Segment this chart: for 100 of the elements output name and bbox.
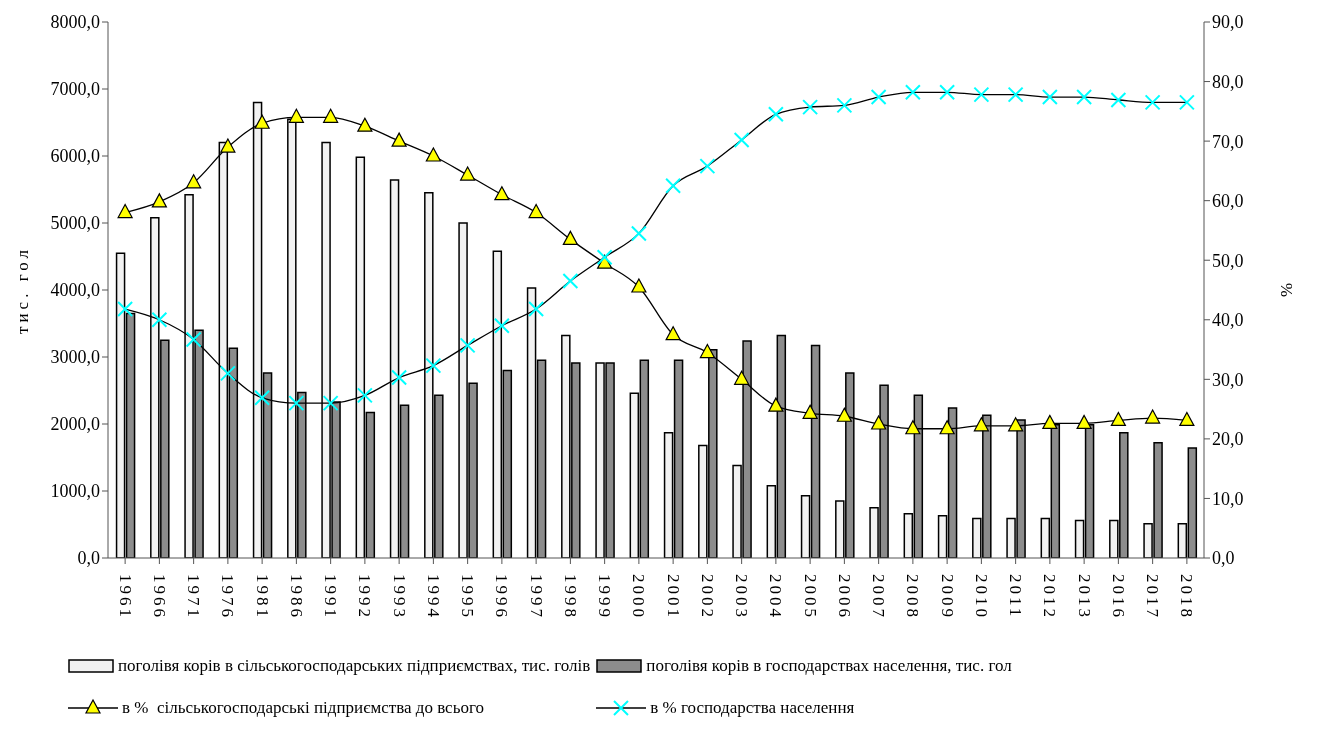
legend-label: поголівя корів в господарствах населення, тис. гол	[646, 656, 1012, 676]
x-tick-label: 1991	[321, 574, 341, 620]
y-tick-label: 2000,0	[50, 414, 100, 435]
point	[1144, 94, 1161, 111]
x-tick-label: 1966	[149, 574, 169, 620]
point	[939, 84, 956, 101]
x-tick-label: 2002	[697, 574, 717, 620]
x-tick-label: 2011	[1006, 574, 1026, 620]
point	[254, 114, 270, 129]
point	[1110, 92, 1127, 109]
point	[871, 415, 887, 430]
point	[356, 387, 373, 404]
point	[1145, 409, 1161, 424]
point	[939, 420, 955, 435]
x-tick-label: 2009	[937, 574, 957, 620]
point	[1178, 94, 1195, 111]
y2-axis-title: %	[1277, 282, 1297, 298]
x-tick-label: 1999	[595, 574, 615, 620]
point	[665, 326, 681, 341]
legend-label: в % сільськогосподарські підприємства до всього	[122, 698, 484, 718]
x-tick-label: 1976	[218, 574, 238, 620]
point	[391, 132, 407, 147]
y2-tick-label: 70,0	[1212, 131, 1244, 152]
y-tick-label: 8000,0	[50, 12, 100, 33]
point	[596, 249, 613, 266]
point	[459, 337, 476, 354]
point	[425, 357, 442, 374]
point	[493, 317, 510, 334]
x-tick-label: 1993	[389, 574, 409, 620]
point	[1042, 414, 1058, 429]
point	[288, 108, 304, 123]
x-tick-label: 1998	[560, 574, 580, 620]
point	[220, 138, 236, 153]
point	[905, 420, 921, 435]
y2-tick-label: 40,0	[1212, 310, 1244, 331]
point	[768, 397, 784, 412]
y2-tick-label: 90,0	[1212, 12, 1244, 33]
y-tick-label: 7000,0	[50, 79, 100, 100]
y-tick-label: 6000,0	[50, 146, 100, 167]
point	[288, 395, 305, 412]
point	[117, 203, 133, 219]
point	[528, 203, 544, 219]
y-tick-label: 3000,0	[50, 347, 100, 368]
y-axis-title: тис. гол	[13, 246, 33, 334]
point	[802, 99, 819, 116]
point	[973, 86, 990, 103]
point	[186, 174, 202, 189]
x-tick-label: 1996	[492, 574, 512, 620]
y-tick-label: 5000,0	[50, 213, 100, 234]
y2-tick-label: 30,0	[1212, 369, 1244, 390]
x-tick-label: 2004	[766, 574, 786, 620]
point	[870, 89, 887, 106]
y2-tick-label: 50,0	[1212, 250, 1244, 271]
point	[494, 186, 510, 201]
point	[391, 369, 408, 386]
point	[904, 84, 921, 101]
y2-tick-label: 20,0	[1212, 429, 1244, 450]
point	[1110, 411, 1126, 427]
x-tick-label: 2007	[869, 574, 889, 620]
point	[357, 117, 373, 132]
point	[836, 407, 852, 422]
y-tick-label: 1000,0	[50, 481, 100, 502]
x-tick-label: 2001	[663, 574, 683, 620]
y2-tick-label: 10,0	[1212, 488, 1244, 509]
point	[323, 108, 339, 123]
x-tick-label: 1986	[286, 574, 306, 620]
point	[836, 97, 853, 114]
x-tick-label: 2003	[732, 574, 752, 620]
x-tick-label: 1981	[252, 574, 272, 620]
point	[630, 225, 647, 242]
point	[425, 147, 441, 162]
point	[1008, 417, 1024, 432]
point	[185, 331, 202, 348]
x-tick-label: 2010	[971, 574, 991, 620]
x-tick-label: 1971	[184, 574, 204, 620]
x-tick-label: 2018	[1177, 574, 1197, 620]
point	[117, 301, 134, 318]
point	[767, 106, 784, 123]
point	[1179, 411, 1195, 427]
x-tick-label: 2016	[1108, 574, 1128, 620]
point	[528, 301, 545, 318]
x-tick-label: 2006	[834, 574, 854, 620]
y2-tick-label: 60,0	[1212, 191, 1244, 212]
x-tick-label: 1997	[526, 574, 546, 620]
point	[802, 404, 818, 419]
point	[322, 395, 339, 412]
x-tick-label: 1994	[423, 574, 443, 620]
point	[219, 365, 236, 382]
point	[562, 273, 579, 290]
point	[1007, 86, 1024, 103]
point	[460, 166, 476, 181]
point	[733, 131, 750, 148]
point	[631, 278, 647, 293]
x-tick-label: 2017	[1143, 574, 1163, 620]
point	[151, 193, 167, 208]
point	[1041, 89, 1058, 106]
y-tick-label: 4000,0	[50, 280, 100, 301]
point	[699, 158, 716, 175]
legend-label: поголівя корів в сільськогосподарських підприємствах, тис. голів	[118, 656, 591, 676]
point	[699, 343, 715, 359]
